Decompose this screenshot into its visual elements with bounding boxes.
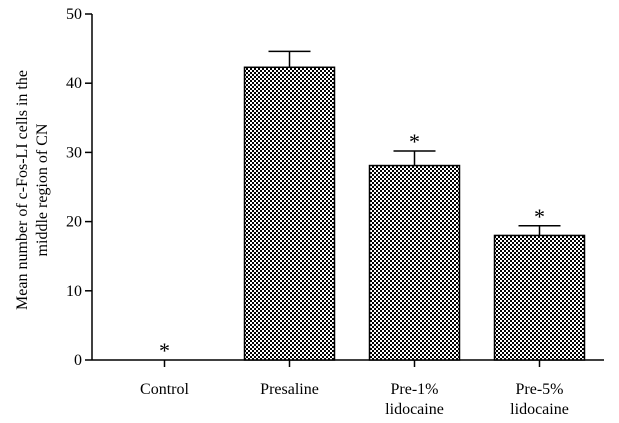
y-axis: 0 10 20 30 40 50: [66, 6, 93, 369]
y-tick-label: 10: [66, 283, 82, 300]
bar: [493, 234, 586, 361]
category-label: Pre-1%: [391, 381, 439, 398]
bar-series: [243, 66, 586, 361]
y-tick-label: 40: [66, 75, 82, 92]
category-label: lidocaine: [510, 401, 569, 418]
y-axis-title-line-1: Mean number of c-Fos-LI cells in the: [14, 70, 31, 310]
y-tick-label: 30: [66, 144, 82, 161]
category-labels: Control Presaline Pre-1% lidocaine Pre-5% lid…: [140, 381, 569, 418]
y-axis-title: Mean number of c-Fos-LI cells in the mid…: [14, 70, 51, 310]
significance-asterisk: *: [159, 338, 170, 363]
significance-asterisk: *: [534, 204, 545, 229]
y-tick-label: 50: [66, 6, 82, 23]
y-tick-label: 0: [74, 352, 82, 369]
y-tick-label: 20: [66, 214, 82, 231]
significance-asterisk: *: [409, 129, 420, 154]
y-axis-title-line-2: middle region of CN: [34, 123, 51, 256]
category-label: lidocaine: [385, 401, 444, 418]
significance-marks: * * *: [159, 129, 545, 363]
category-label: Pre-5%: [516, 381, 564, 398]
category-label: Control: [140, 381, 189, 398]
category-label: Presaline: [260, 381, 319, 398]
bar: [243, 66, 336, 361]
error-bars: [268, 50, 561, 236]
bar: [368, 164, 461, 361]
